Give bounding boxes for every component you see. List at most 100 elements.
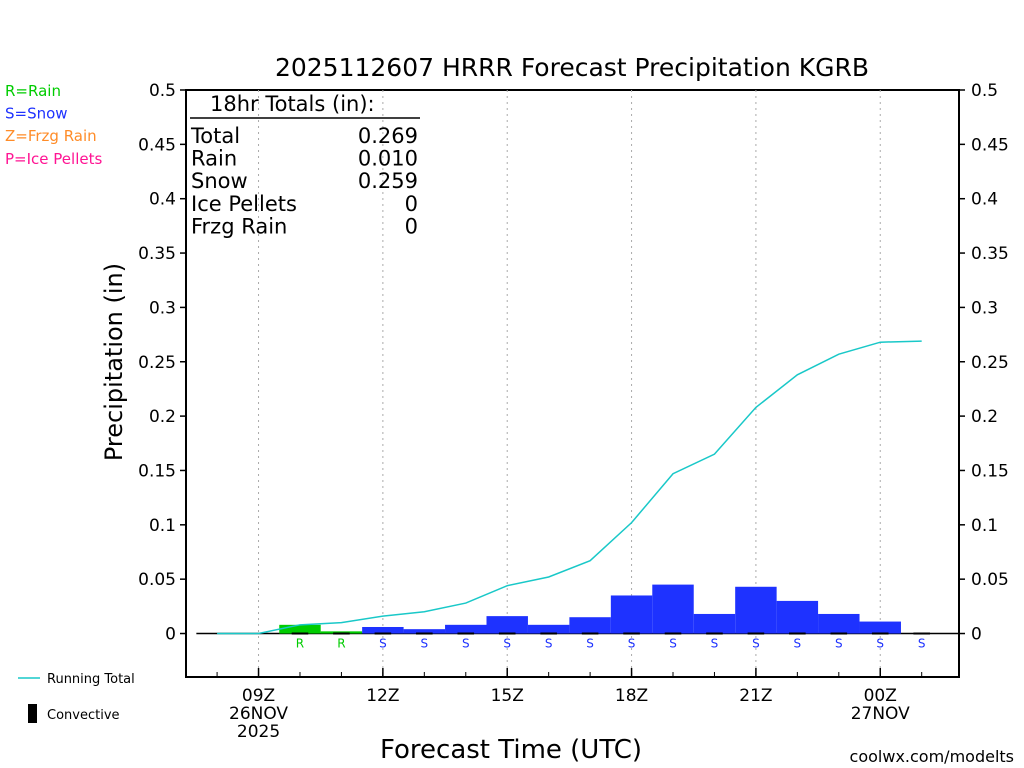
y-tick-label: 0.35	[138, 244, 176, 264]
precip-type-label: S	[794, 637, 802, 651]
plot-frame	[185, 89, 960, 678]
precip-type-label: R	[337, 637, 345, 651]
totals-title: 18hr Totals (in):	[210, 92, 375, 116]
precip-bar	[320, 631, 363, 634]
convective-legend-swatch	[28, 704, 37, 723]
y-tick-label: 0.3	[149, 298, 176, 318]
convective-bar	[623, 632, 640, 635]
precip-bar	[279, 624, 321, 634]
y-tick-label: 0.05	[138, 570, 176, 590]
running-total-series	[217, 340, 922, 635]
precip-type-label: S	[421, 637, 429, 651]
y-axis-left: 0.5 0.45 0.4 0.35 0.3 0.25 0.2 0.15 0.1 0.05 0	[138, 81, 186, 645]
precip-bar	[652, 584, 694, 634]
y-tick-label-right: 0.35	[971, 244, 1009, 264]
precip-bar	[776, 600, 819, 634]
running-total-line	[217, 340, 922, 635]
chart-title: 2025112607 HRRR Forecast Precipitation K…	[275, 53, 869, 82]
precip-bar	[403, 629, 446, 634]
x-tick-label: 27NOV	[851, 704, 910, 724]
convective-bar	[416, 632, 433, 635]
precip-type-label: S	[628, 637, 636, 651]
convective-bar	[664, 632, 682, 635]
totals-label: Total	[190, 124, 240, 148]
convective-bar	[291, 632, 309, 635]
y-axis-right: 0.5 0.45 0.4 0.35 0.3 0.25 0.2 0.15 0.1 0.05 0	[959, 81, 1009, 645]
convective-bar	[706, 632, 723, 635]
precip-type-label: S	[876, 637, 884, 651]
x-tick-label: 09Z	[242, 686, 275, 706]
y-tick-label: 0.1	[149, 516, 176, 536]
x-tick-label: 26NOV	[229, 704, 288, 724]
x-tick-label: 2025	[237, 722, 280, 742]
convective-bar	[498, 632, 516, 635]
precip-bar	[569, 617, 611, 634]
precip-type-label: S	[586, 637, 594, 651]
totals-label: Frzg Rain	[191, 214, 287, 238]
precip-type-label: S	[462, 637, 470, 651]
convective-bar	[457, 632, 475, 635]
y-tick-label-right: 0.45	[971, 135, 1009, 155]
precip-type-legend-item: P=Ice Pellets	[5, 150, 102, 168]
precip-type-label: S	[503, 637, 511, 651]
precip-type-legend: R=Rain S=Snow Z=Frzg Rain P=Ice Pellets	[5, 82, 102, 168]
precip-bar	[445, 624, 487, 634]
y-axis-label: Precipitation (in)	[100, 263, 128, 461]
y-tick-label: 0.25	[138, 353, 176, 373]
x-tick-label: 21Z	[739, 686, 772, 706]
y-tick-label-right: 0.3	[971, 298, 998, 318]
y-tick-label: 0.15	[138, 461, 176, 481]
precip-type-label: S	[918, 637, 926, 651]
y-tick-label: 0.2	[149, 407, 176, 427]
convective-bar	[747, 632, 765, 635]
totals-box: 18hr Totals (in): Total 0.269 Rain 0.010 Sno…	[190, 92, 420, 238]
gridlines	[196, 90, 959, 677]
convective-bar	[333, 632, 350, 635]
precip-bar	[610, 595, 653, 634]
precip-bar	[693, 613, 736, 634]
precip-type-label: S	[711, 637, 719, 651]
y-tick-label-right: 0.2	[971, 407, 998, 427]
convective-bar	[871, 632, 889, 635]
y-tick-label: 0	[165, 625, 176, 645]
x-tick-label: 00Z	[864, 686, 897, 706]
totals-value: 0.269	[358, 124, 418, 148]
totals-label: Rain	[191, 147, 237, 171]
y-tick-label-right: 0.05	[971, 570, 1009, 590]
precip-bar	[362, 626, 404, 634]
y-tick-label-right: 0	[971, 625, 982, 645]
precip-bar	[735, 586, 777, 634]
running-total-legend-label: Running Total	[47, 672, 135, 687]
x-tick-label: 15Z	[491, 686, 524, 706]
convective-bar	[581, 632, 599, 635]
precip-type-label: S	[752, 637, 760, 651]
precip-type-label: S	[545, 637, 553, 651]
precip-type-legend-item: R=Rain	[5, 82, 61, 100]
totals-value: 0.010	[358, 147, 418, 171]
precip-type-label: S	[669, 637, 677, 651]
y-tick-label: 0.45	[138, 135, 176, 155]
convective-bar	[374, 632, 392, 635]
convective-bar	[913, 632, 930, 635]
y-tick-label: 0.5	[149, 81, 176, 101]
precip-bar	[486, 616, 528, 634]
precip-bar	[859, 621, 901, 634]
totals-value: 0.259	[358, 169, 418, 193]
totals-label: Snow	[191, 169, 248, 193]
x-tick-label: 12Z	[366, 686, 399, 706]
precip-bars	[279, 584, 930, 635]
x-axis-label: Forecast Time (UTC)	[380, 735, 642, 765]
precip-type-label: S	[379, 637, 387, 651]
totals-value: 0	[405, 214, 418, 238]
precip-type-label: R	[296, 637, 304, 651]
convective-bar	[789, 632, 806, 635]
credit-text: coolwx.com/modelts	[850, 747, 1014, 766]
y-tick-label-right: 0.4	[971, 190, 998, 210]
convective-bar	[830, 632, 848, 635]
precip-bar	[818, 613, 860, 634]
convective-bar	[540, 632, 557, 635]
y-tick-label-right: 0.5	[971, 81, 998, 101]
